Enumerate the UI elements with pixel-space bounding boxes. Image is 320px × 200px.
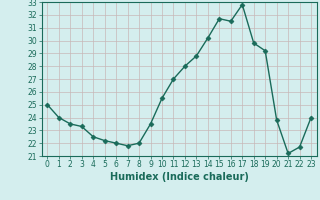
X-axis label: Humidex (Indice chaleur): Humidex (Indice chaleur)	[110, 172, 249, 182]
